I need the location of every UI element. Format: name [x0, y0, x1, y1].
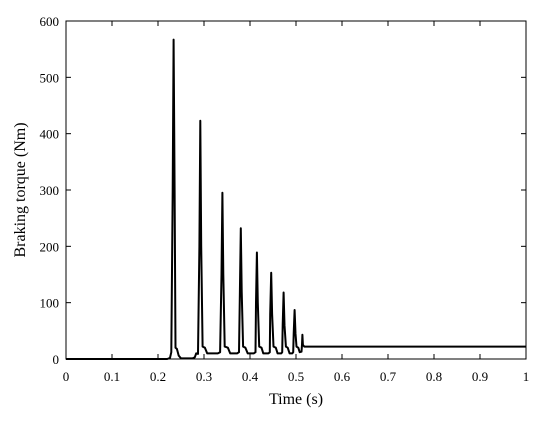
- x-axis-ticks: 0 0.1 0.2 0.3 0.4 0.5 0.6 0.7 0.8 0.9 1: [63, 21, 530, 384]
- x-axis-title: Time (s): [269, 391, 323, 408]
- x-tick-label: 0.8: [426, 369, 442, 384]
- x-tick-label: 0.4: [242, 369, 259, 384]
- x-tick-label: 0.7: [380, 369, 397, 384]
- x-tick-label: 0: [63, 369, 70, 384]
- y-tick-label: 600: [40, 14, 60, 29]
- x-tick-label: 0.1: [104, 369, 120, 384]
- y-tick-label: 500: [40, 70, 60, 85]
- x-tick-label: 0.9: [472, 369, 488, 384]
- y-tick-label: 200: [40, 239, 60, 254]
- y-tick-label: 400: [40, 127, 60, 142]
- y-tick-label: 100: [40, 296, 60, 311]
- torque-series-line: [66, 38, 526, 360]
- x-tick-label: 0.5: [288, 369, 304, 384]
- y-axis-ticks: 0 100 200 300 400 500 600: [40, 14, 526, 367]
- y-axis-title: Braking torque (Nm): [12, 122, 29, 257]
- y-tick-label: 300: [40, 183, 60, 198]
- x-tick-label: 1: [523, 369, 530, 384]
- series-layer: [66, 38, 526, 360]
- x-tick-label: 0.6: [334, 369, 351, 384]
- x-tick-label: 0.3: [196, 369, 212, 384]
- y-tick-label: 0: [53, 352, 60, 367]
- x-tick-label: 0.2: [150, 369, 166, 384]
